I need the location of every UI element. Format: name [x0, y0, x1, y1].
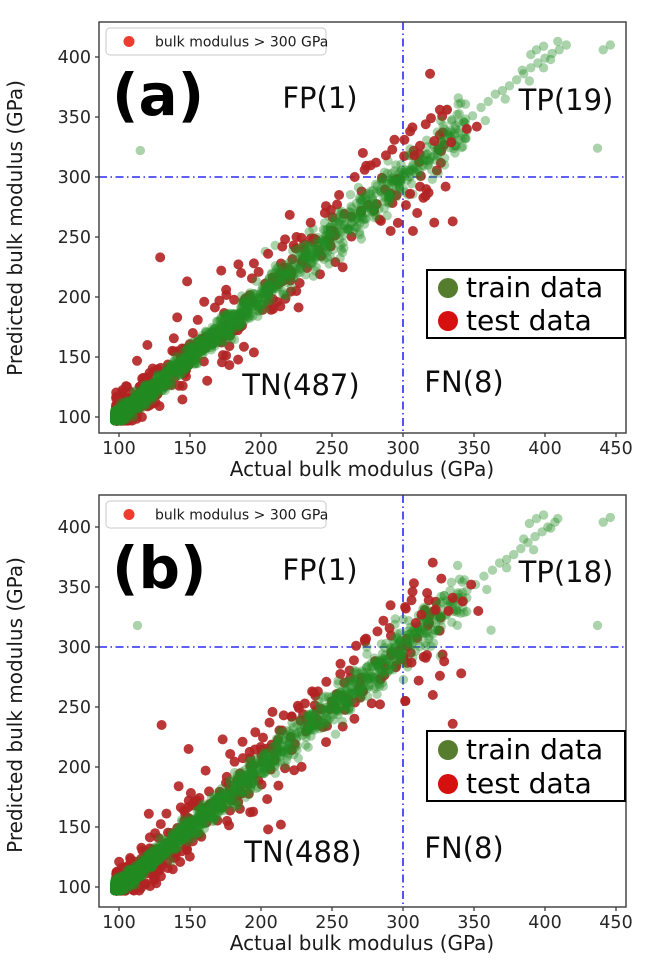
svg-text:350: 350	[457, 439, 490, 459]
legend-main-box-b	[426, 730, 626, 802]
svg-text:150: 150	[58, 348, 91, 368]
svg-text:200: 200	[244, 439, 277, 459]
quadrant-label-fn-a: FN(8)	[424, 365, 503, 399]
legend-test-label-a: test data	[466, 304, 592, 337]
plot-border-a	[98, 21, 627, 434]
panel-label-a: (a)	[112, 61, 204, 129]
svg-text:250: 250	[315, 439, 348, 459]
quadrant-label-tn-b: TN(488)	[243, 835, 361, 869]
threshold-marker-dot-b	[123, 509, 135, 520]
legend-threshold-label-a: bulk modulus > 300 GPa	[155, 35, 328, 51]
plot-border-b	[98, 494, 627, 908]
svg-text:150: 150	[173, 913, 206, 933]
legend-threshold-a: bulk modulus > 300 GPa	[105, 27, 328, 56]
legend-test-label-b: test data	[466, 767, 592, 800]
scatter-points-a	[110, 36, 616, 426]
quadrant-label-fp-b: FP(1)	[282, 553, 357, 587]
svg-text:400: 400	[58, 48, 91, 68]
threshold-marker-dot-a	[123, 36, 135, 47]
svg-text:250: 250	[58, 228, 91, 248]
legend-threshold-b: bulk modulus > 300 GPa	[105, 500, 328, 529]
quadrant-label-fp-a: FP(1)	[282, 81, 357, 115]
x-axis-label-a: Actual bulk modulus (GPa)	[230, 457, 495, 481]
y-axis-label-b: Predicted bulk modulus (GPa)	[3, 557, 27, 853]
quadrant-label-tn-a: TN(487)	[241, 368, 359, 402]
svg-text:200: 200	[58, 288, 91, 308]
panel-b: 100 150 200 250 300 350 400 4501001502002503003…	[3, 494, 633, 955]
panel-a: 100 150 200 250 300 350 400 450 100 150 200 250 300 3…	[3, 21, 633, 481]
quadrant-label-tp-b: TP(18)	[518, 555, 614, 589]
train-data-marker-dot-a	[438, 278, 458, 298]
x-axis-label-b: Actual bulk modulus (GPa)	[230, 931, 495, 955]
axis-ticks-a: 100 150 200 250 300 350 400 450 100 150 200 250 300 3…	[58, 48, 633, 459]
svg-text:100: 100	[102, 913, 135, 933]
test-data-marker-dot-a	[438, 311, 458, 331]
svg-text:300: 300	[58, 168, 91, 188]
quadrant-label-tp-a: TP(19)	[518, 83, 614, 117]
panel-label-b: (b)	[112, 534, 207, 602]
legend-main-b: train data test data	[426, 730, 626, 802]
scatter-points-b	[110, 510, 616, 896]
legend-threshold-box-a	[105, 27, 327, 56]
legend-main-box-a	[426, 269, 626, 339]
legend-threshold-box-b	[105, 500, 327, 529]
svg-text:450: 450	[599, 439, 632, 459]
legend-threshold-label-b: bulk modulus > 300 GPa	[155, 508, 328, 524]
train-data-marker-dot-b	[438, 740, 458, 760]
quadrant-label-fn-b: FN(8)	[424, 831, 503, 865]
svg-text:300: 300	[386, 439, 419, 459]
svg-text:400: 400	[528, 439, 561, 459]
svg-text:150: 150	[173, 439, 206, 459]
legend-train-label-b: train data	[466, 733, 603, 766]
axis-ticks-b: 100 150 200 250 300 350 400 4501001502002503003…	[58, 518, 633, 933]
legend-train-label-a: train data	[466, 271, 603, 304]
y-axis-label-a: Predicted bulk modulus (GPa)	[3, 80, 27, 376]
threshold-lines-a	[99, 22, 626, 433]
svg-text:350: 350	[58, 108, 91, 128]
svg-text:100: 100	[102, 439, 135, 459]
svg-text:200: 200	[244, 913, 277, 933]
svg-text:100: 100	[58, 408, 91, 428]
test-data-marker-dot-b	[438, 774, 458, 794]
legend-main-a: train data test data	[426, 269, 626, 339]
